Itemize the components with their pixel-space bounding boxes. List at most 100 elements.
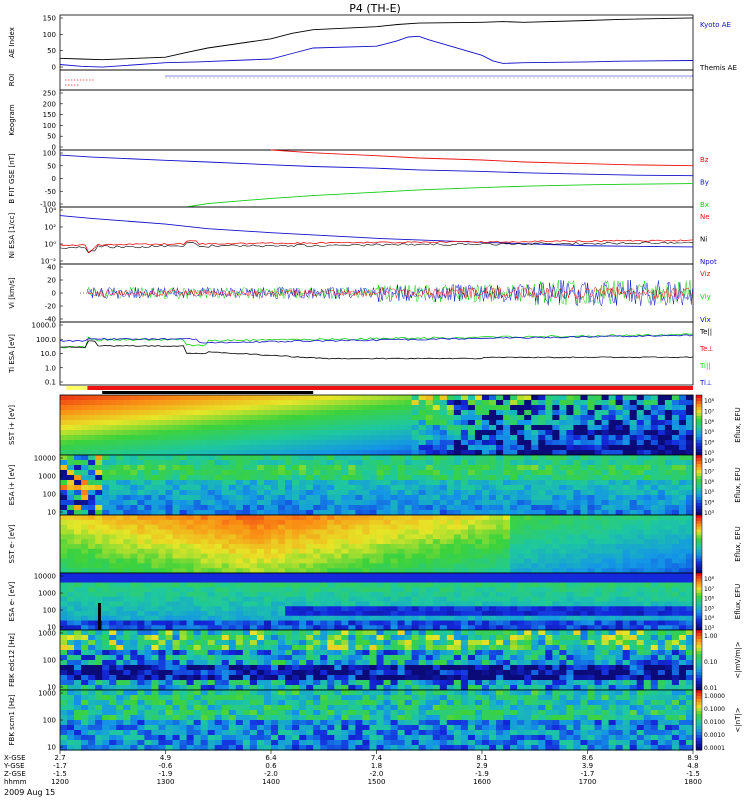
spectrogram-cell — [348, 524, 356, 531]
spectrogram-cell — [256, 615, 265, 622]
spectrogram-cell — [60, 645, 68, 651]
spectrogram-cell — [60, 420, 68, 426]
spectrogram-cell — [242, 655, 251, 661]
spectrogram-cell — [256, 510, 265, 516]
spectrogram-cell — [278, 490, 286, 496]
spectrogram-cell — [467, 577, 476, 584]
spectrogram-cell — [320, 410, 328, 416]
spectrogram-cell — [664, 539, 673, 545]
spectrogram-cell — [334, 470, 342, 476]
spectrogram-cell — [573, 563, 582, 569]
spectrogram-cell — [594, 480, 603, 486]
spectrogram-cell — [179, 465, 188, 471]
spectrogram-cell — [151, 645, 160, 651]
spectrogram-cell — [123, 460, 131, 466]
spectrogram-cell — [306, 606, 314, 612]
spectrogram-cell — [151, 630, 160, 636]
spectrogram-cell — [60, 524, 68, 531]
spectrogram-cell — [74, 510, 82, 516]
spectrogram-cell — [587, 620, 596, 626]
spectrogram-cell — [341, 529, 349, 535]
spectrogram-cell — [460, 515, 469, 521]
spectrogram-cell — [144, 519, 153, 526]
spectrogram-cell — [503, 480, 511, 486]
spectrogram-cell — [292, 553, 300, 560]
spectrogram-cell — [348, 500, 356, 506]
spectrogram-cell — [242, 606, 251, 612]
spectrogram-cell — [179, 601, 188, 607]
spectrogram-cell — [453, 430, 462, 436]
spectrogram-cell — [179, 495, 188, 501]
spectrogram-cell — [531, 573, 539, 579]
spectrogram-cell — [341, 465, 349, 471]
spectrogram-cell — [74, 611, 82, 617]
spectrogram-cell — [594, 515, 603, 521]
spectrogram-cell — [285, 620, 293, 626]
spectrogram-cell — [397, 410, 406, 416]
spectrogram-cell — [271, 490, 279, 496]
spectrogram-cell — [376, 582, 385, 588]
spectrogram-cell — [130, 587, 138, 593]
spectrogram-cell — [256, 685, 265, 691]
spectrogram-cell — [172, 645, 181, 651]
spectrogram-cell — [60, 415, 68, 421]
spectrogram-cell — [60, 596, 68, 603]
spectrogram-cell — [334, 440, 342, 446]
spectrogram-cell — [390, 606, 399, 612]
spectrogram-cell — [200, 529, 209, 535]
spectrogram-cell — [88, 524, 96, 531]
spectrogram-cell — [418, 490, 427, 496]
spectrogram-cell — [510, 606, 518, 612]
spectrogram-cell — [242, 395, 251, 401]
spectrogram-cell — [130, 665, 138, 671]
spectrogram-cell — [313, 495, 321, 501]
spectrogram-cell — [489, 460, 497, 466]
spectrogram-cell — [158, 596, 167, 603]
spectrogram-cell — [383, 625, 392, 631]
spectrogram-cell — [285, 500, 293, 506]
spectrogram-cell — [397, 587, 406, 593]
spectrogram-cell — [278, 553, 286, 560]
spectrogram-cell — [608, 573, 617, 579]
spectrogram-cell — [151, 665, 160, 671]
spectrogram-cell — [474, 395, 483, 401]
spectrogram-cell — [306, 519, 314, 526]
spectrogram-cell — [165, 606, 174, 612]
spectrogram-cell — [355, 420, 364, 426]
spectrogram-cell — [74, 548, 82, 555]
spectrogram-cell — [432, 410, 441, 416]
spectrogram-cell — [460, 573, 469, 579]
spectrogram-cell — [601, 410, 610, 416]
spectrogram-cell — [214, 500, 223, 506]
spectrogram-cell — [608, 465, 617, 471]
spectrogram-cell — [320, 577, 328, 584]
colorbar-cell — [696, 590, 702, 594]
spectrogram-cell — [193, 475, 202, 481]
spectrogram-cell — [538, 425, 546, 431]
spectrogram-cell — [109, 480, 117, 486]
spectrogram-cell — [186, 515, 195, 521]
spectrogram-cell — [671, 485, 680, 491]
colorbar-cell — [696, 419, 702, 423]
spectrogram-cell — [130, 582, 138, 588]
spectrogram-cell — [299, 524, 307, 531]
colorbar-cell — [696, 488, 702, 492]
spectrogram-cell — [292, 606, 300, 612]
spectrogram-cell — [411, 548, 420, 555]
spectrogram-cell — [425, 410, 434, 416]
spectrogram-cell — [242, 670, 251, 676]
spectrogram-cell — [538, 577, 546, 584]
spectrogram-cell — [116, 630, 124, 636]
spectrogram-cell — [453, 606, 462, 612]
spectrogram-cell — [172, 405, 181, 411]
spectrogram-cell — [60, 630, 68, 636]
spectrogram-cell — [200, 650, 209, 656]
spectrogram-cell — [404, 470, 413, 476]
spectrogram-cell — [123, 495, 131, 501]
spectrogram-cell — [376, 544, 385, 550]
spectrogram-cell — [116, 445, 124, 451]
spectrogram-cell — [320, 606, 328, 612]
spectrogram-cell — [503, 465, 511, 471]
spectrogram-cell — [256, 430, 265, 436]
